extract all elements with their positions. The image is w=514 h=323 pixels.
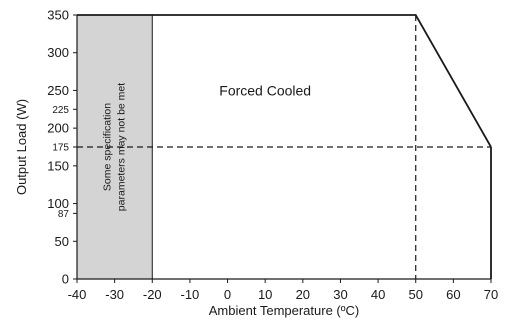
x-tick-label: 40 — [371, 287, 385, 302]
y-tick-label: 175 — [52, 143, 69, 154]
x-axis-title: Ambient Temperature (ºC) — [209, 303, 359, 318]
shaded-region-label-line-1: Some specification — [101, 103, 113, 191]
x-tick-label: 60 — [446, 287, 460, 302]
y-tick-label: 0 — [62, 272, 69, 287]
x-tick-label: -30 — [105, 287, 124, 302]
y-tick-label: 300 — [47, 45, 69, 60]
y-axis-ticks: 0 50 100 150 200 250 300 350 87 175 225 — [47, 8, 77, 287]
x-tick-label: 70 — [484, 287, 498, 302]
y-tick-label: 87 — [58, 209, 70, 220]
shaded-region-label-line-2: parameters may not be met — [115, 83, 127, 211]
x-tick-label: -10 — [181, 287, 200, 302]
y-axis-title: Output Load (W) — [14, 99, 29, 195]
y-tick-label: 350 — [47, 8, 69, 23]
x-tick-label: 10 — [258, 287, 272, 302]
x-tick-label: 30 — [333, 287, 347, 302]
series-line — [77, 14, 492, 148]
y-tick-label: 150 — [47, 158, 69, 173]
x-tick-label: 50 — [408, 287, 422, 302]
x-tick-label: -20 — [143, 287, 162, 302]
annotation-forced-cooled: Forced Cooled — [219, 82, 311, 98]
x-tick-label: 20 — [296, 287, 310, 302]
y-tick-label: 200 — [47, 121, 69, 136]
x-tick-label: -40 — [68, 287, 87, 302]
x-axis-ticks: -40 -30 -20 -10 0 10 20 30 40 50 60 70 — [68, 279, 498, 302]
y-tick-label: 225 — [52, 105, 69, 116]
y-tick-label: 100 — [47, 196, 69, 211]
y-tick-label: 250 — [47, 83, 69, 98]
y-tick-label: 50 — [55, 234, 69, 249]
x-tick-label: 0 — [224, 287, 231, 302]
